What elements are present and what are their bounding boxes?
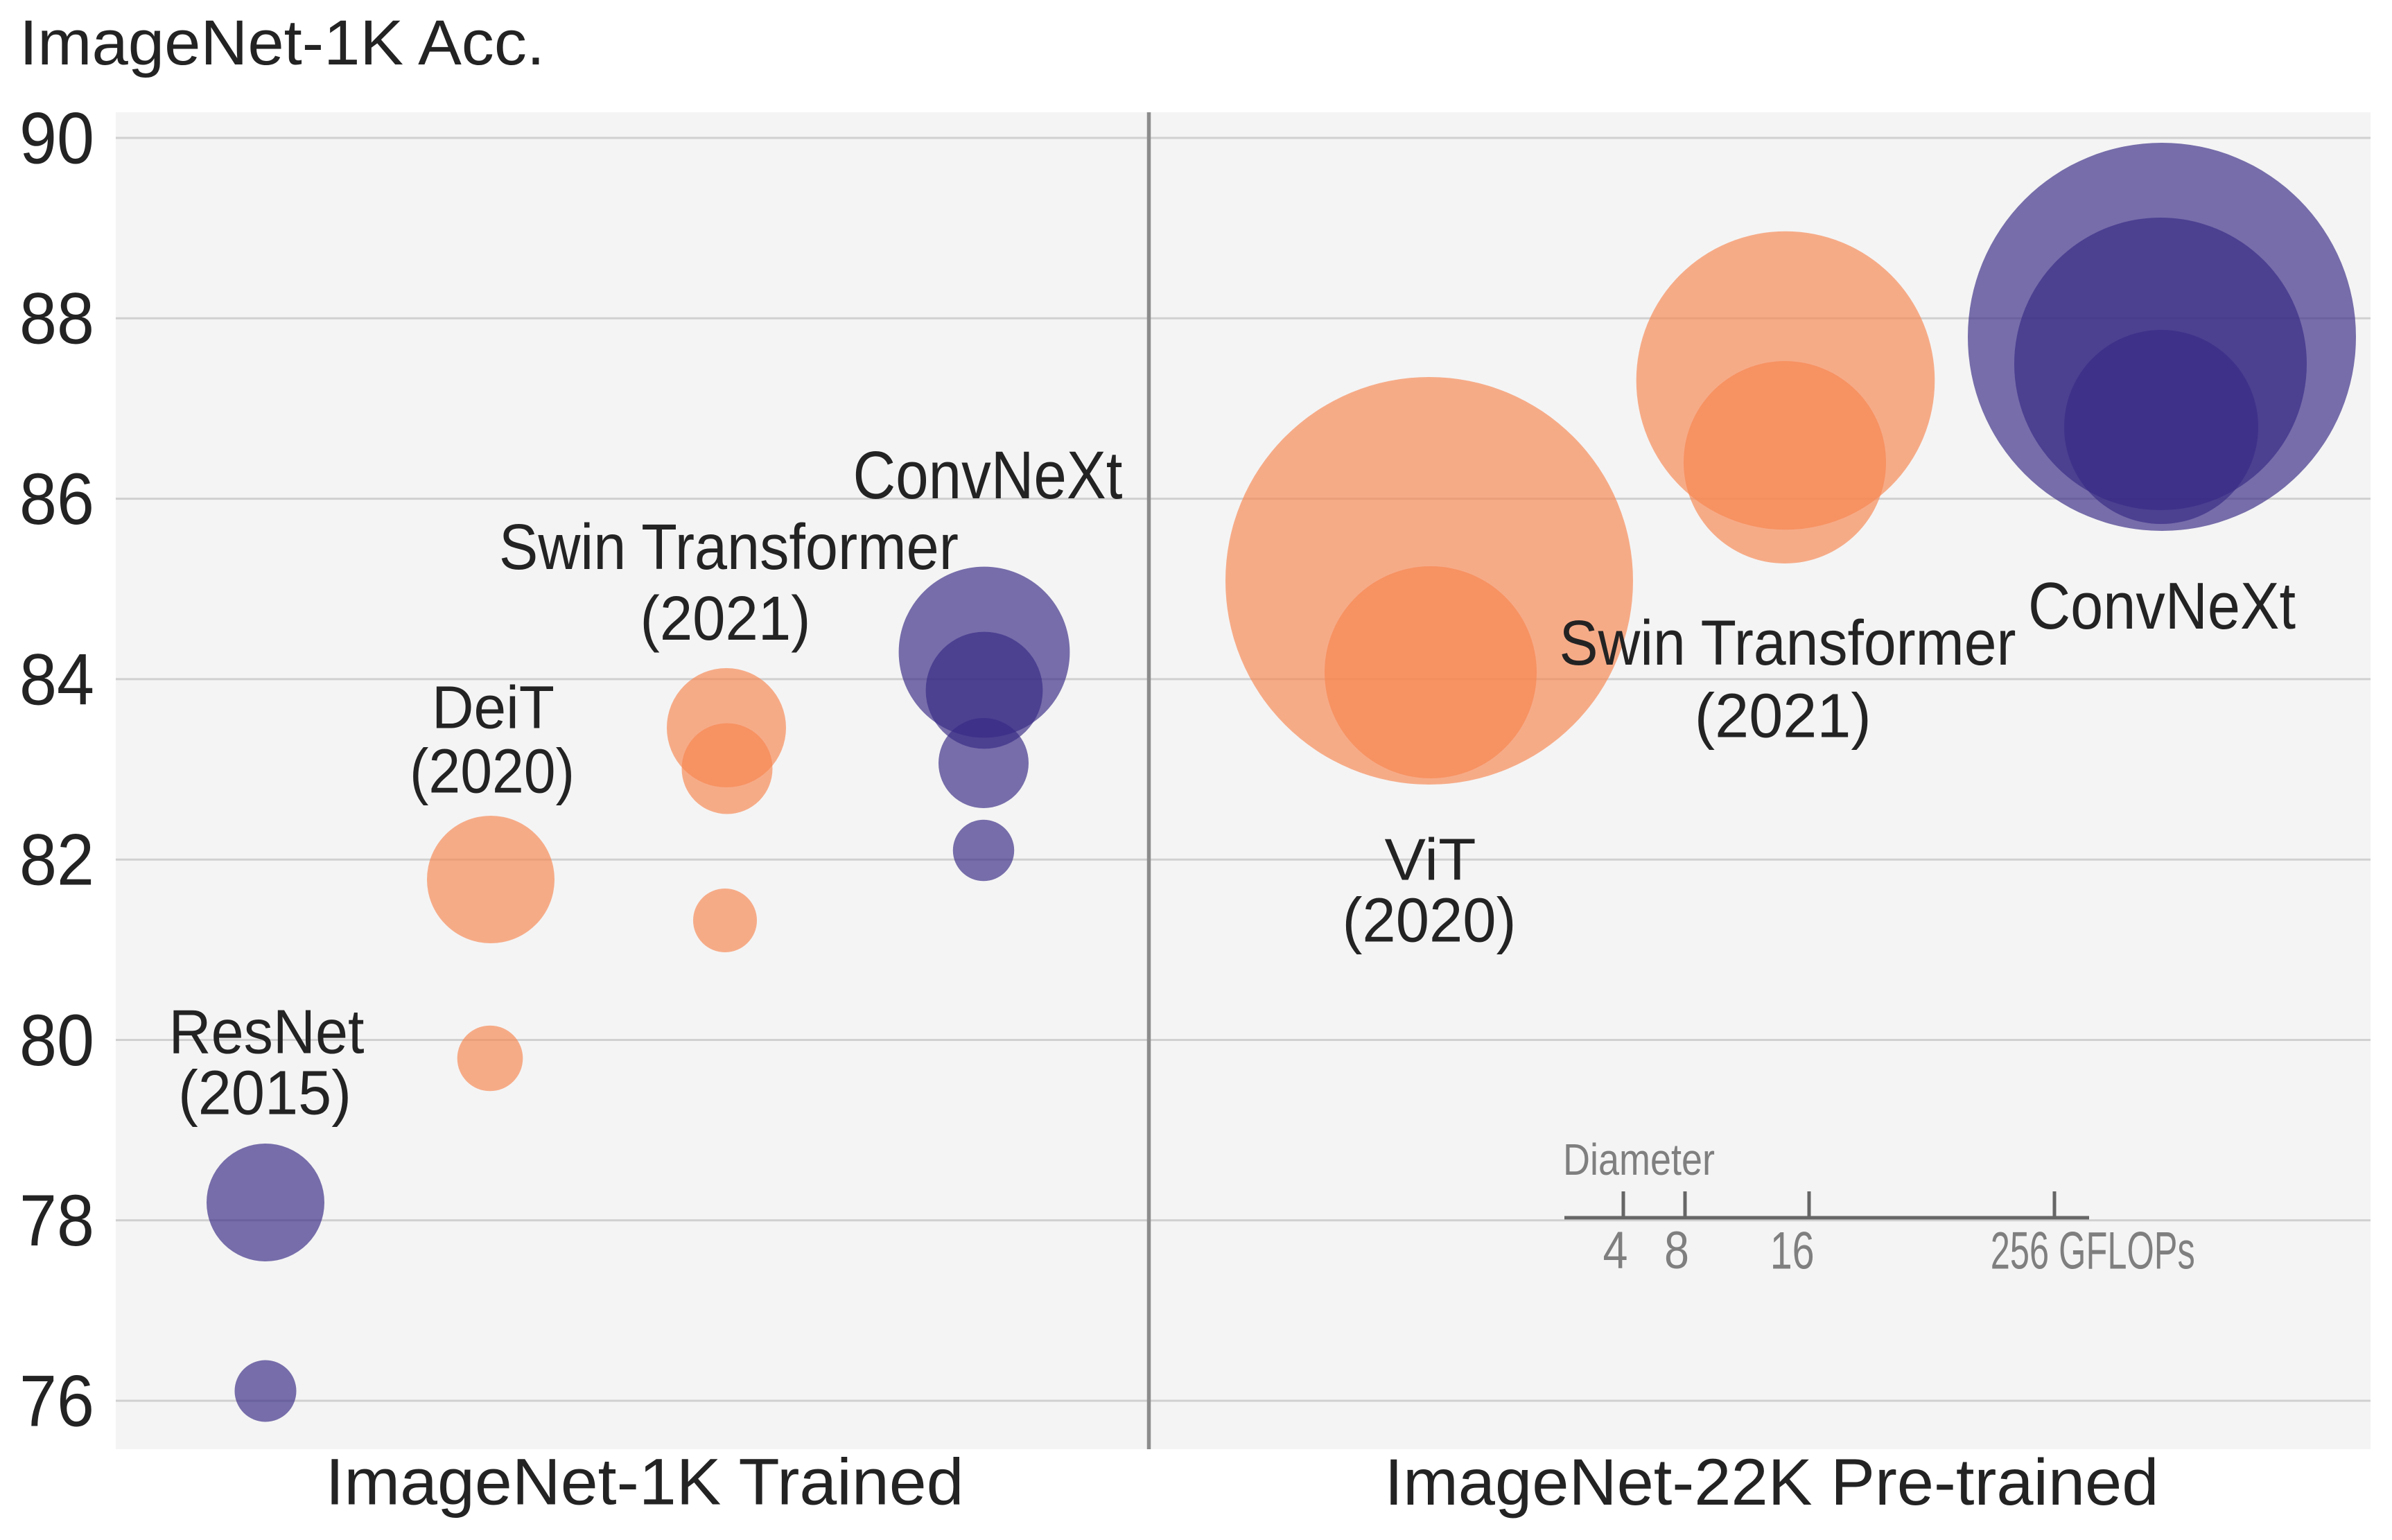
svg-text:ResNet: ResNet — [169, 998, 365, 1067]
svg-text:(2021): (2021) — [640, 584, 811, 654]
svg-text:80: 80 — [19, 1000, 94, 1081]
svg-text:ImageNet-1K Trained: ImageNet-1K Trained — [326, 1446, 964, 1519]
svg-text:ConvNeXt: ConvNeXt — [853, 437, 1123, 513]
svg-text:4: 4 — [1603, 1221, 1628, 1280]
svg-text:82: 82 — [19, 820, 94, 901]
svg-text:16: 16 — [1770, 1222, 1815, 1281]
svg-text:78: 78 — [19, 1180, 94, 1261]
svg-text:ViT: ViT — [1385, 827, 1476, 893]
svg-text:(2021): (2021) — [1695, 681, 1871, 751]
svg-text:ConvNeXt: ConvNeXt — [2028, 570, 2296, 643]
svg-text:Swin Transformer: Swin Transformer — [499, 511, 959, 583]
svg-text:256 GFLOPs: 256 GFLOPs — [1991, 1222, 2195, 1281]
svg-text:Swin Transformer: Swin Transformer — [1560, 608, 2016, 679]
svg-text:76: 76 — [19, 1361, 94, 1442]
svg-text:86: 86 — [19, 459, 94, 540]
svg-text:(2015): (2015) — [178, 1059, 351, 1128]
svg-text:(2020): (2020) — [1343, 886, 1517, 956]
svg-text:90: 90 — [19, 98, 94, 179]
svg-text:Diameter: Diameter — [1563, 1135, 1715, 1184]
svg-text:(2020): (2020) — [410, 737, 575, 807]
svg-text:84: 84 — [19, 639, 94, 720]
svg-text:ImageNet-22K Pre-trained: ImageNet-22K Pre-trained — [1385, 1446, 2159, 1519]
svg-text:88: 88 — [19, 279, 94, 360]
svg-text:ImageNet-1K Acc.: ImageNet-1K Acc. — [19, 8, 545, 78]
svg-text:8: 8 — [1664, 1221, 1689, 1280]
svg-text:DeiT: DeiT — [432, 674, 555, 742]
